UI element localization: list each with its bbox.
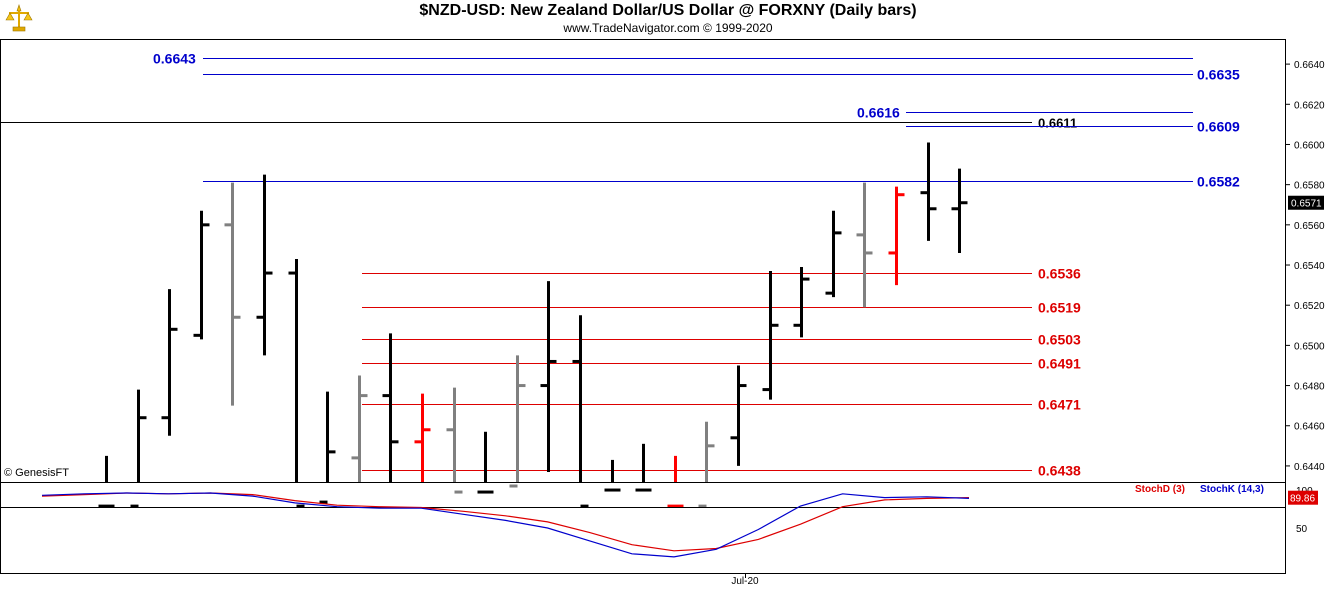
price-bar [920,142,937,241]
y-tick-label: 0.6460 [1294,422,1325,433]
price-bar [635,443,652,492]
level-label-0.6503: 0.6503 [1038,332,1081,348]
stochk-legend: StochK (14,3) [1200,484,1264,495]
y-tick-label: 0.6600 [1294,140,1325,151]
y-tick-label: 0.6640 [1294,60,1325,71]
x-tick-label: Jul-20 [731,576,759,587]
level-label-0.6471: 0.6471 [1038,397,1081,413]
y-tick-label: 0.6440 [1294,462,1325,473]
level-label-0.6519: 0.6519 [1038,300,1081,316]
price-bar [161,289,178,436]
level-label-0.6643: 0.6643 [153,51,196,67]
chart-subtitle: www.TradeNavigator.com © 1999-2020 [563,21,773,35]
y-tick-label: 0.6620 [1294,100,1325,111]
scales-logo-icon [5,4,33,32]
price-bar [477,431,494,494]
stoch-panel-border [0,482,1286,574]
level-label-0.6536: 0.6536 [1038,266,1081,282]
price-bar [193,210,210,340]
level-label-0.6438: 0.6438 [1038,463,1081,479]
stoch-last-label: 89.86 [1290,494,1315,505]
price-bar [351,375,368,482]
level-label-0.6491: 0.6491 [1038,356,1081,372]
y-tick-label: 0.6560 [1294,221,1325,232]
price-bar [667,455,684,508]
price-bar [730,365,747,466]
price-bar [888,186,905,286]
price-bar [825,210,842,298]
main-panel-border [0,39,1286,483]
last-price-label: 0.6571 [1291,199,1322,210]
stochastic-panel: 10050StochD (3)StochK (14,3)89.86 [0,484,1318,558]
level-label-0.6582: 0.6582 [1197,174,1240,190]
stoch-last-box [1288,490,1318,505]
price-bar [793,267,810,338]
stoch-tick-label: 50 [1296,524,1308,535]
price-bar [98,455,115,508]
price-bar [698,421,715,508]
price-bar [224,182,241,406]
y-tick-label: 0.6480 [1294,382,1325,393]
price-axis: 0.6640 0.6620 0.6600 0.6580 0.6560 0.6540 0.65… [1285,60,1325,473]
y-tick-label: 0.6540 [1294,261,1325,272]
price-bar [256,174,273,356]
price-bar [319,391,336,504]
price-bar [856,182,873,308]
price-bar [509,355,526,488]
y-tick-label: 0.6580 [1294,181,1325,192]
level-label-0.6609: 0.6609 [1197,119,1240,135]
stoch-line-d [41,492,970,552]
price-levels: 0.6643 0.6635 0.6616 0.6611 0.6609 0.6582 0.65… [0,51,1240,479]
y-tick-label: 0.6500 [1294,341,1325,352]
price-bar [288,258,305,508]
y-tick-label: 0.6520 [1294,301,1325,312]
price-bar [572,315,589,508]
stoch-line-k [41,492,970,558]
price-bar [414,393,431,482]
price-bar [446,387,463,494]
last-price-box [1288,195,1324,210]
level-label-0.6635: 0.6635 [1197,67,1240,83]
date-axis: Jul-20 [731,574,759,587]
price-bars [98,142,968,508]
price-bar [540,281,557,472]
price-bar [382,333,399,482]
price-bar [130,389,147,508]
price-bar [604,459,621,492]
level-label-0.6611: 0.6611 [1038,116,1077,131]
price-bar [762,271,779,400]
level-label-0.6616: 0.6616 [857,105,900,121]
chart-title: $NZD-USD: New Zealand Dollar/US Dollar @… [419,2,917,19]
credit-label: © GenesisFT [4,467,69,479]
stochd-legend: StochD (3) [1135,484,1185,495]
price-bar [951,168,968,253]
